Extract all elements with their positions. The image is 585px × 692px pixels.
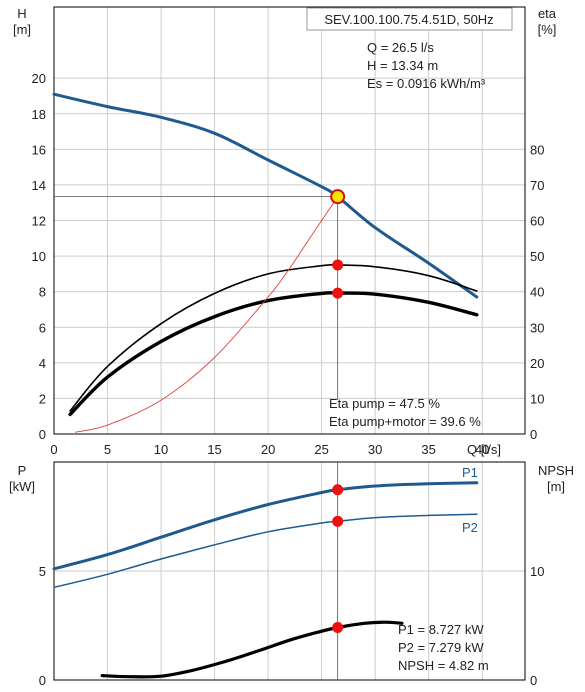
x-tick-label: 0 <box>50 442 57 457</box>
lower-tick-labels: 0 5 0 10 <box>39 564 545 688</box>
eta-pump-motor-curve <box>68 291 479 417</box>
y-right-tick-label: 60 <box>530 214 544 229</box>
npsh-marker <box>332 621 344 633</box>
y-right-tick-label: 80 <box>530 142 544 157</box>
p1-curve <box>52 481 479 571</box>
y-right-tick-label: 0 <box>530 427 537 442</box>
lower-plot-frame <box>53 461 526 681</box>
x-tick-label: 20 <box>261 442 275 457</box>
y-tick-label: 4 <box>39 356 46 371</box>
x-axis-label: Q [l/s] <box>467 442 501 457</box>
upper-chart: H [m] eta [%] 0 5 10 15 20 25 30 35 40 0 2 4 6 8 10 12 1… <box>13 6 557 457</box>
lower-series <box>52 462 479 680</box>
annotation-npsh: NPSH = 4.82 m <box>398 658 489 673</box>
upper-y-right-label-line1: eta <box>538 6 557 21</box>
y-right-tick-label: 70 <box>530 178 544 193</box>
lower-y-label-line2: [kW] <box>9 479 35 494</box>
y-tick-label: 16 <box>32 142 46 157</box>
upper-markers <box>330 189 346 299</box>
p2-curve <box>53 513 478 589</box>
lower-grid <box>54 462 525 680</box>
duty-point-marker <box>330 189 346 205</box>
y-right-tick-label: 20 <box>530 356 544 371</box>
y-tick-label: 20 <box>32 71 46 86</box>
x-tick-label: 15 <box>207 442 221 457</box>
annotation-h: H = 13.34 m <box>367 58 438 73</box>
head-curve <box>52 92 479 299</box>
x-tick-label: 25 <box>314 442 328 457</box>
annotation-eta-pump-motor: Eta pump+motor = 39.6 % <box>329 414 481 429</box>
y-tick-label: 0 <box>39 427 46 442</box>
y-tick-label: 12 <box>32 214 46 229</box>
chart-title-box <box>306 7 513 31</box>
y-right-tick-label: 40 <box>530 285 544 300</box>
npsh-curve <box>100 620 404 679</box>
p2-marker <box>332 515 344 527</box>
y-tick-label: 10 <box>32 249 46 264</box>
upper-grid <box>54 7 525 434</box>
lower-y-tick-label: 0 <box>39 673 46 688</box>
annotation-p2: P2 = 7.279 kW <box>398 640 484 655</box>
lower-y-tick-label: 5 <box>39 564 46 579</box>
lower-chart: P [kW] NPSH [m] 0 5 0 10 P1 P2 P1 = 8.727 k… <box>9 461 574 688</box>
annotation-es: Es = 0.0916 kWh/m³ <box>367 76 486 91</box>
lower-y-right-tick-label: 10 <box>530 564 544 579</box>
upper-tick-labels: 0 5 10 15 20 25 30 35 40 0 2 4 6 8 10 12 14 16 18 20 0 10 20 30… <box>32 71 545 457</box>
legend-p2: P2 <box>462 520 478 535</box>
legend-p1: P1 <box>462 465 478 480</box>
upper-plot-frame <box>53 6 526 435</box>
upper-series <box>52 92 479 433</box>
eta-pump-motor-marker <box>332 287 344 299</box>
lower-y-right-tick-label: 0 <box>530 673 537 688</box>
x-tick-label: 30 <box>368 442 382 457</box>
upper-y-label-line2: [m] <box>13 22 31 37</box>
annotation-eta-pump: Eta pump = 47.5 % <box>329 396 440 411</box>
y-right-tick-label: 30 <box>530 320 544 335</box>
chart-title: SEV.100.100.75.4.51D, 50Hz <box>324 12 493 27</box>
p1-marker <box>332 484 344 496</box>
y-tick-label: 2 <box>39 391 46 406</box>
eta-pump-marker <box>332 259 344 271</box>
x-tick-label: 10 <box>154 442 168 457</box>
y-tick-label: 18 <box>32 107 46 122</box>
system-curve <box>74 196 339 433</box>
annotation-p1: P1 = 8.727 kW <box>398 622 484 637</box>
lower-markers <box>332 484 344 633</box>
lower-y-right-label-line2: [m] <box>547 479 565 494</box>
upper-y-label-line1: H <box>17 6 26 21</box>
y-tick-label: 14 <box>32 178 46 193</box>
annotation-q: Q = 26.5 l/s <box>367 40 434 55</box>
x-tick-label: 5 <box>104 442 111 457</box>
lower-y-label-line1: P <box>18 463 27 478</box>
y-right-tick-label: 10 <box>530 391 544 406</box>
y-tick-label: 6 <box>39 320 46 335</box>
eta-pump-curve <box>69 263 478 412</box>
x-tick-label: 40 <box>475 442 489 457</box>
upper-y-right-label-line2: [%] <box>538 22 557 37</box>
x-tick-label: 35 <box>421 442 435 457</box>
y-tick-label: 8 <box>39 285 46 300</box>
y-right-tick-label: 50 <box>530 249 544 264</box>
lower-y-right-label-line1: NPSH <box>538 463 574 478</box>
